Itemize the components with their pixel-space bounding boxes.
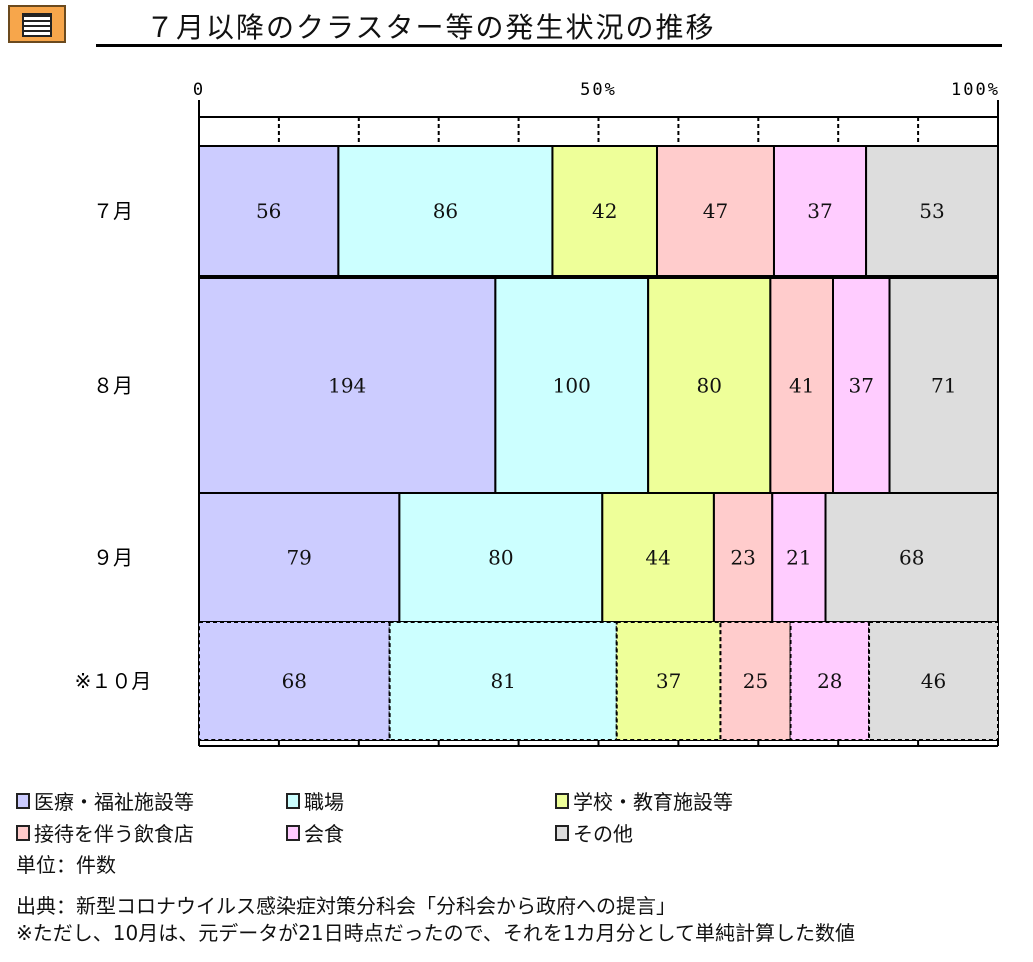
bar-segment-medical xyxy=(198,145,340,277)
data-label-medical: 68 xyxy=(282,669,307,693)
data-label-hospitality: 47 xyxy=(703,199,728,223)
data-label-workplace: 80 xyxy=(488,546,513,570)
data-label-school: 42 xyxy=(592,199,617,223)
data-label-other: 68 xyxy=(899,546,924,570)
source-note: 出典：新型コロナウイルス感染症対策分科会「分科会から政府への提言」 xyxy=(16,894,676,918)
legend-swatch-hospitality xyxy=(16,824,30,841)
data-label-workplace: 81 xyxy=(490,669,515,693)
data-label-dining: 37 xyxy=(807,199,832,223)
legend-label-dining: 会食 xyxy=(304,822,344,846)
bar-segment-school xyxy=(615,621,722,741)
bar-segment-dining xyxy=(772,145,868,277)
legend-label-workplace: 職場 xyxy=(304,790,344,814)
legend-item-hospitality: 接待を伴う飲食店 xyxy=(16,818,194,847)
data-label-dining: 28 xyxy=(817,669,842,693)
bar-segment-dining xyxy=(789,621,871,741)
legend-item-school: 学校・教育施設等 xyxy=(555,786,733,815)
bar-segment-other xyxy=(824,492,999,623)
legend-label-medical: 医療・福祉施設等 xyxy=(34,790,194,814)
bar-segment-other xyxy=(888,277,1000,494)
bar-segment-school xyxy=(647,277,772,494)
bar-segment-workplace xyxy=(337,145,554,277)
data-label-dining: 21 xyxy=(786,546,811,570)
bar-segment-medical xyxy=(198,277,497,494)
scale-label: 50% xyxy=(580,80,617,100)
data-label-other: 71 xyxy=(931,374,956,398)
bar-segment-school xyxy=(551,145,658,277)
title-underline xyxy=(96,44,1002,47)
bar-segment-workplace xyxy=(388,621,618,741)
data-label-dining: 37 xyxy=(849,374,874,398)
row-label: ９月 xyxy=(93,546,133,570)
bar-segment-medical xyxy=(198,621,391,741)
legend-swatch-other xyxy=(555,824,569,841)
data-label-workplace: 86 xyxy=(433,199,458,223)
bar-segment-other xyxy=(868,621,999,741)
data-label-hospitality: 25 xyxy=(743,669,768,693)
legend-label-school: 学校・教育施設等 xyxy=(573,790,733,814)
bar-segment-medical xyxy=(198,492,401,623)
data-label-school: 80 xyxy=(697,374,722,398)
data-label-other: 53 xyxy=(919,199,944,223)
bar-segment-school xyxy=(601,492,715,623)
page-title: ７月以降のクラスター等の発生状況の推移 xyxy=(146,11,716,44)
legend-item-workplace: 職場 xyxy=(286,786,344,815)
legend: 医療・福祉施設等 職場 学校・教育施設等 接待を伴う飲食店 会食 その他 xyxy=(16,786,1016,846)
data-label-hospitality: 23 xyxy=(730,546,755,570)
data-label-medical: 79 xyxy=(286,546,311,570)
row-label: ８月 xyxy=(93,374,133,398)
legend-label-other: その他 xyxy=(573,822,633,846)
bar-segment-workplace xyxy=(494,277,650,494)
data-label-medical: 56 xyxy=(256,199,281,223)
legend-swatch-medical xyxy=(16,792,30,809)
bar-segment-other xyxy=(865,145,999,277)
footnote: ※ただし、10月は、元データが21日時点だったので、それを1カ月分として単純計算… xyxy=(16,921,855,945)
notes: 単位：件数 出典：新型コロナウイルス感染症対策分科会「分科会から政府への提言」 … xyxy=(16,852,855,947)
data-label-workplace: 100 xyxy=(553,374,591,398)
header: ７月以降のクラスター等の発生状況の推移 xyxy=(0,0,1033,60)
legend-swatch-dining xyxy=(286,824,300,841)
data-label-school: 37 xyxy=(656,669,681,693)
document-icon xyxy=(8,5,66,43)
legend-item-medical: 医療・福祉施設等 xyxy=(16,786,194,815)
legend-item-other: その他 xyxy=(555,818,633,847)
stacked-bar-chart: 0 50% 100% 56 86 42 47 37 53 ７月 194 100 80 41 37 71 ８月 79… xyxy=(75,80,1000,747)
bar-segment-hospitality xyxy=(655,145,775,277)
legend-swatch-school xyxy=(555,792,569,809)
data-label-other: 46 xyxy=(921,669,946,693)
legend-label-hospitality: 接待を伴う飲食店 xyxy=(34,822,194,846)
unit-note: 単位：件数 xyxy=(16,853,116,877)
data-label-school: 44 xyxy=(645,546,670,570)
bar-segment-hospitality xyxy=(769,277,835,494)
legend-item-dining: 会食 xyxy=(286,818,344,847)
bar-segment-workplace xyxy=(398,492,604,623)
row-label: ７月 xyxy=(93,199,133,223)
data-label-hospitality: 41 xyxy=(789,374,814,398)
legend-swatch-workplace xyxy=(286,792,300,809)
scale-label: 0 xyxy=(193,80,205,100)
scale-label: 100% xyxy=(951,80,1000,100)
row-label: ※１０月 xyxy=(75,669,152,693)
data-label-medical: 194 xyxy=(328,374,366,398)
